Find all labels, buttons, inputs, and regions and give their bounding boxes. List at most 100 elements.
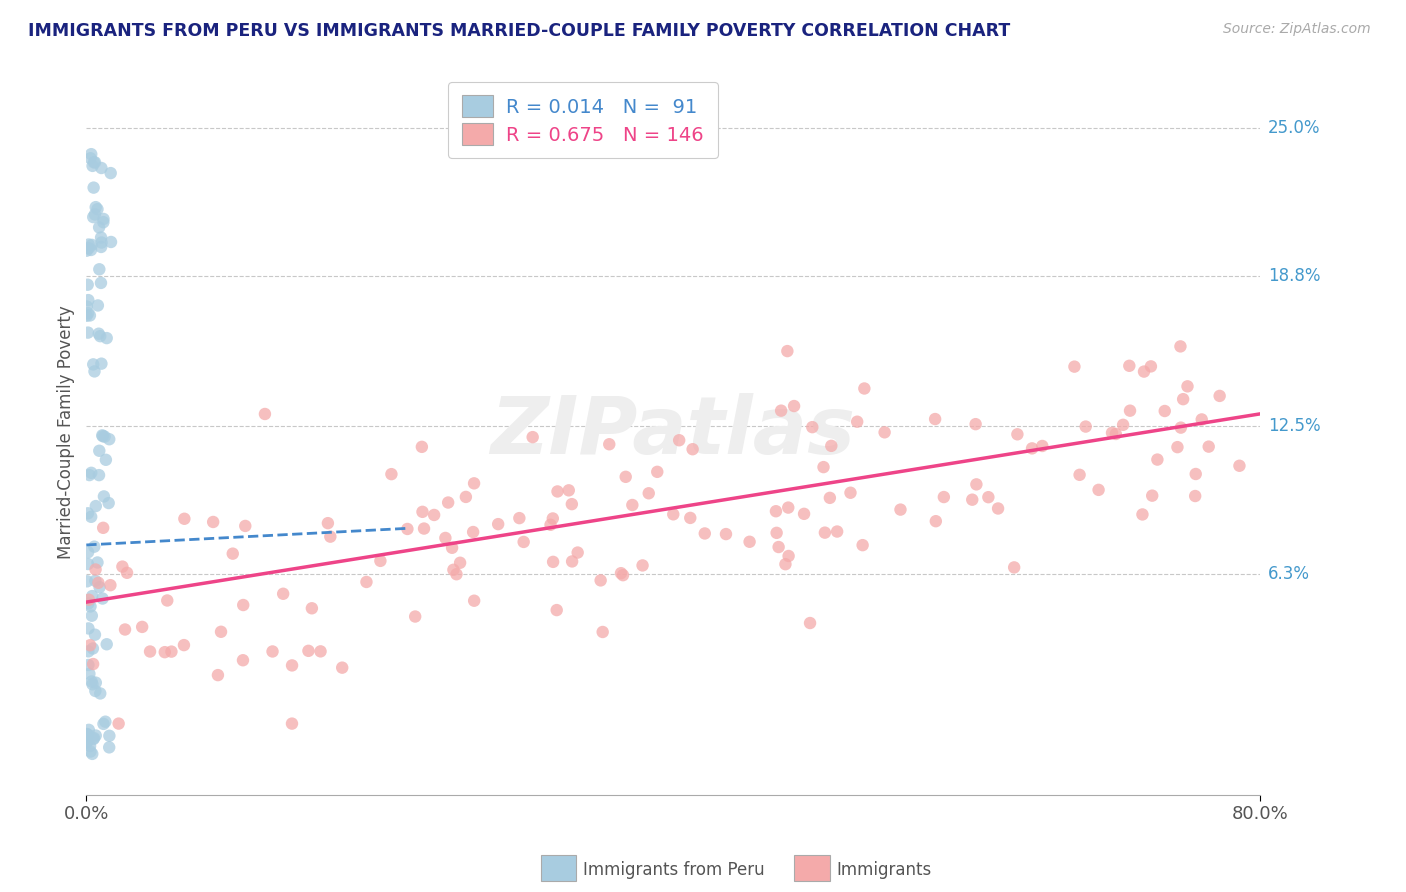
Point (281, 658, 304, 673)
Point (965, 477, 987, 491)
Point (1087, 483, 1109, 497)
Point (233, 519, 256, 533)
Point (1031, 439, 1053, 453)
Point (94, 452, 117, 467)
Point (90, 357, 112, 371)
Point (463, 593, 485, 607)
Point (783, 399, 806, 413)
Point (96, 637, 118, 651)
Point (96, 331, 118, 345)
Point (89, 580, 111, 594)
Point (77, 723, 100, 737)
Point (839, 485, 862, 500)
Text: 18.8%: 18.8% (1268, 267, 1320, 285)
Point (91, 591, 114, 606)
Point (90, 230, 112, 244)
Point (84, 200, 107, 214)
Point (80, 466, 103, 480)
Point (82, 747, 104, 761)
Point (232, 598, 254, 612)
Point (413, 522, 436, 536)
Point (153, 645, 176, 659)
Point (84, 628, 107, 642)
Point (77, 545, 100, 559)
Point (522, 430, 544, 444)
Point (87, 575, 110, 590)
Point (91, 429, 114, 443)
Point (90, 276, 112, 290)
Point (82, 159, 104, 173)
Point (818, 491, 841, 505)
Point (76, 244, 98, 258)
Point (77, 326, 100, 340)
Point (97, 496, 120, 510)
Point (89, 329, 111, 343)
Point (77, 293, 100, 307)
Point (82, 732, 104, 747)
Point (547, 484, 569, 499)
Point (253, 407, 276, 421)
Point (1074, 419, 1097, 434)
Point (319, 530, 342, 544)
Point (404, 609, 426, 624)
Point (156, 593, 179, 607)
Point (370, 554, 392, 568)
Y-axis label: Married-Couple Family Poverty: Married-Couple Family Poverty (58, 305, 75, 558)
Point (76, 300, 98, 314)
Point (76, 574, 98, 589)
Point (297, 644, 319, 658)
Point (173, 512, 195, 526)
Point (454, 490, 477, 504)
Point (356, 574, 378, 589)
Point (80, 238, 103, 252)
Point (889, 502, 911, 516)
Point (271, 587, 294, 601)
Text: Immigrants from Peru: Immigrants from Peru (583, 861, 765, 879)
Point (93, 490, 115, 504)
Point (765, 504, 787, 518)
Point (79, 739, 101, 753)
Point (87, 326, 110, 341)
Point (765, 525, 787, 540)
Point (682, 442, 704, 457)
Point (1198, 440, 1220, 454)
Point (1166, 440, 1188, 454)
Point (846, 415, 869, 429)
Point (139, 644, 162, 658)
Point (486, 517, 509, 532)
Point (693, 526, 716, 541)
Point (77, 241, 100, 255)
Point (100, 578, 122, 592)
Point (79, 599, 101, 614)
Point (1170, 339, 1192, 353)
Point (423, 508, 446, 522)
Point (90, 161, 112, 175)
Point (84, 675, 107, 690)
Point (86, 202, 108, 217)
Point (77, 597, 100, 611)
Point (775, 557, 797, 571)
Point (80, 509, 103, 524)
Point (645, 465, 668, 479)
Point (80, 147, 103, 161)
Point (80, 674, 103, 689)
Text: ZIPatlas: ZIPatlas (491, 392, 855, 471)
Point (1105, 427, 1128, 442)
Point (83, 540, 105, 554)
Point (82, 357, 104, 371)
Point (83, 155, 105, 169)
Point (90, 235, 112, 250)
Legend: R = 0.014   N =  91, R = 0.675   N = 146: R = 0.014 N = 91, R = 0.675 N = 146 (449, 82, 717, 158)
Point (1177, 379, 1199, 393)
Text: IMMIGRANTS FROM PERU VS IMMIGRANTS MARRIED-COUPLE FAMILY POVERTY CORRELATION CHA: IMMIGRANTS FROM PERU VS IMMIGRANTS MARRI… (28, 22, 1011, 40)
Point (612, 568, 634, 582)
Point (1184, 489, 1206, 503)
Point (1069, 467, 1091, 482)
Point (111, 559, 134, 574)
Point (977, 490, 1000, 504)
Text: 6.3%: 6.3% (1268, 565, 1310, 582)
Point (115, 566, 138, 580)
Point (89, 220, 111, 235)
Point (77, 592, 100, 607)
Point (932, 490, 955, 504)
